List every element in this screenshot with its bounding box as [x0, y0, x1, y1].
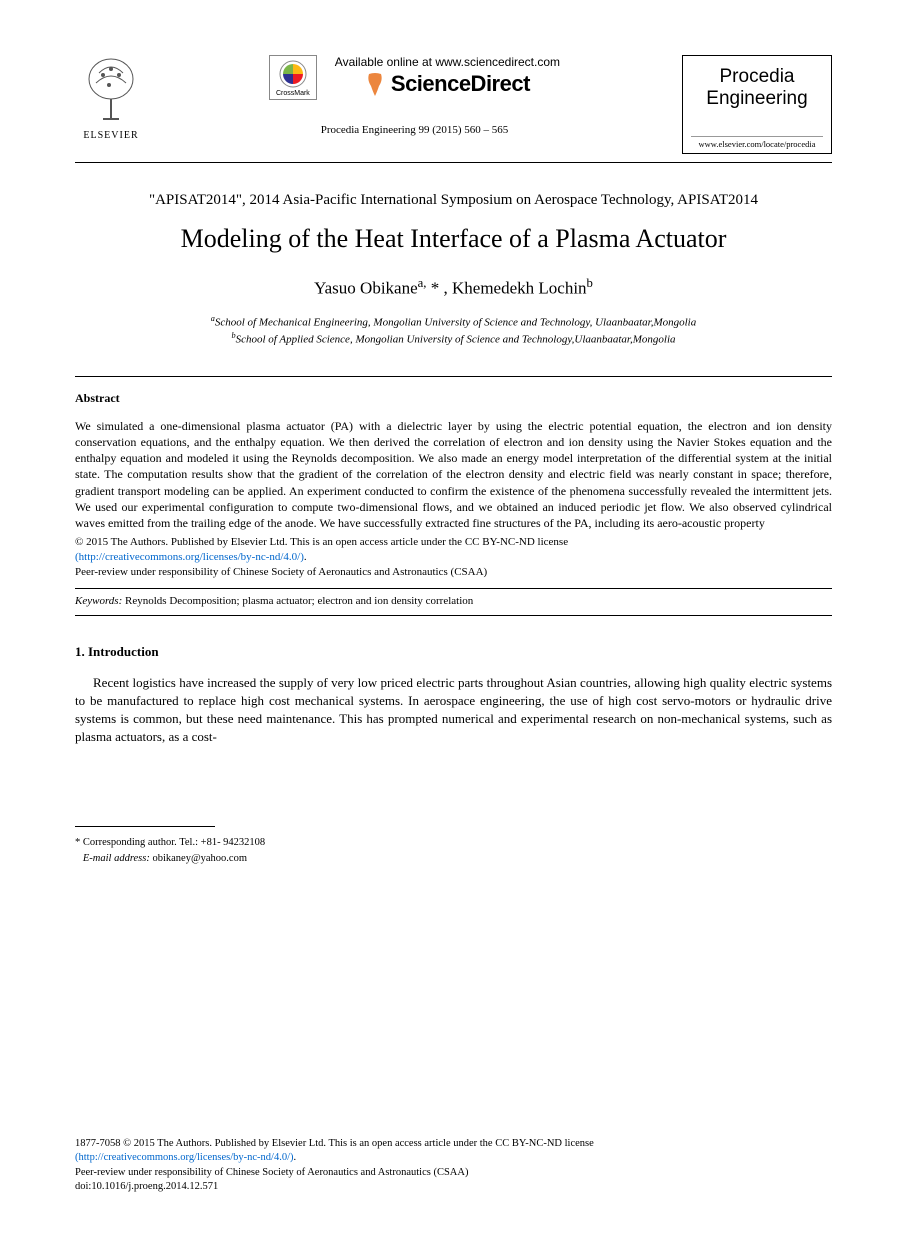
intro-text: Recent logistics have increased the supp…: [75, 674, 832, 747]
author-2: , Khemedekh Lochin: [444, 279, 587, 298]
copyright-block: © 2015 The Authors. Published by Elsevie…: [75, 535, 832, 580]
citation-text: Procedia Engineering 99 (2015) 560 – 565: [157, 124, 672, 136]
keywords-bottom-divider: [75, 615, 832, 616]
affiliation-b: School of Applied Science, Mongolian Uni…: [236, 334, 676, 346]
crossmark-label: CrossMark: [276, 90, 310, 97]
abstract-top-divider: [75, 376, 832, 377]
keywords-label: Keywords:: [75, 595, 122, 607]
paper-title: Modeling of the Heat Interface of a Plas…: [75, 224, 832, 254]
abstract-text: We simulated a one-dimensional plasma ac…: [75, 418, 832, 531]
affiliations: aSchool of Mechanical Engineering, Mongo…: [75, 313, 832, 348]
elsevier-label: ELSEVIER: [75, 130, 147, 141]
footer-license-link[interactable]: (http://creativecommons.org/licenses/by-…: [75, 1152, 294, 1163]
elsevier-tree-icon: [81, 55, 141, 123]
journal-name: Procedia Engineering: [691, 66, 823, 110]
sciencedirect-label: ScienceDirect: [391, 71, 530, 97]
peer-review-line: Peer-review under responsibility of Chin…: [75, 566, 487, 578]
header-divider: [75, 162, 832, 163]
author-1: Yasuo Obikane: [314, 279, 418, 298]
authors-line: Yasuo Obikanea, * , Khemedekh Lochinb: [75, 276, 832, 299]
footnote-divider: [75, 826, 215, 827]
crossmark-icon: [279, 60, 307, 88]
journal-url[interactable]: www.elsevier.com/locate/procedia: [691, 136, 823, 149]
keywords-line: Keywords: Reynolds Decomposition; plasma…: [75, 595, 832, 607]
available-online-text: Available online at www.sciencedirect.co…: [335, 55, 560, 69]
conference-line: "APISAT2014", 2014 Asia-Pacific Internat…: [75, 191, 832, 211]
sciencedirect-icon: [365, 72, 385, 96]
affiliation-a: School of Mechanical Engineering, Mongol…: [215, 317, 696, 329]
license-link[interactable]: (http://creativecommons.org/licenses/by-…: [75, 551, 304, 563]
crossmark-badge[interactable]: CrossMark: [269, 55, 317, 100]
corresponding-author: * Corresponding author. Tel.: +81- 94232…: [75, 835, 832, 851]
elsevier-logo: ELSEVIER: [75, 55, 147, 141]
email-address: obikaney@yahoo.com: [150, 853, 247, 864]
intro-heading: 1. Introduction: [75, 644, 832, 660]
abstract-heading: Abstract: [75, 391, 832, 406]
journal-box: Procedia Engineering www.elsevier.com/lo…: [682, 55, 832, 154]
footer-issn: 1877-7058 © 2015 The Authors. Published …: [75, 1138, 594, 1149]
center-header: CrossMark Available online at www.scienc…: [147, 55, 682, 136]
footer-peer-review: Peer-review under responsibility of Chin…: [75, 1167, 468, 1178]
copyright-line1: © 2015 The Authors. Published by Elsevie…: [75, 536, 568, 548]
page-footer: 1877-7058 © 2015 The Authors. Published …: [75, 1137, 832, 1194]
footnotes: * Corresponding author. Tel.: +81- 94232…: [75, 835, 832, 867]
keywords-top-divider: [75, 588, 832, 589]
header-row: ELSEVIER CrossMark Available online at w…: [75, 55, 832, 154]
footer-doi: doi:10.1016/j.proeng.2014.12.571: [75, 1181, 218, 1192]
email-label: E-mail address:: [83, 853, 150, 864]
keywords-text: Reynolds Decomposition; plasma actuator;…: [122, 595, 473, 607]
